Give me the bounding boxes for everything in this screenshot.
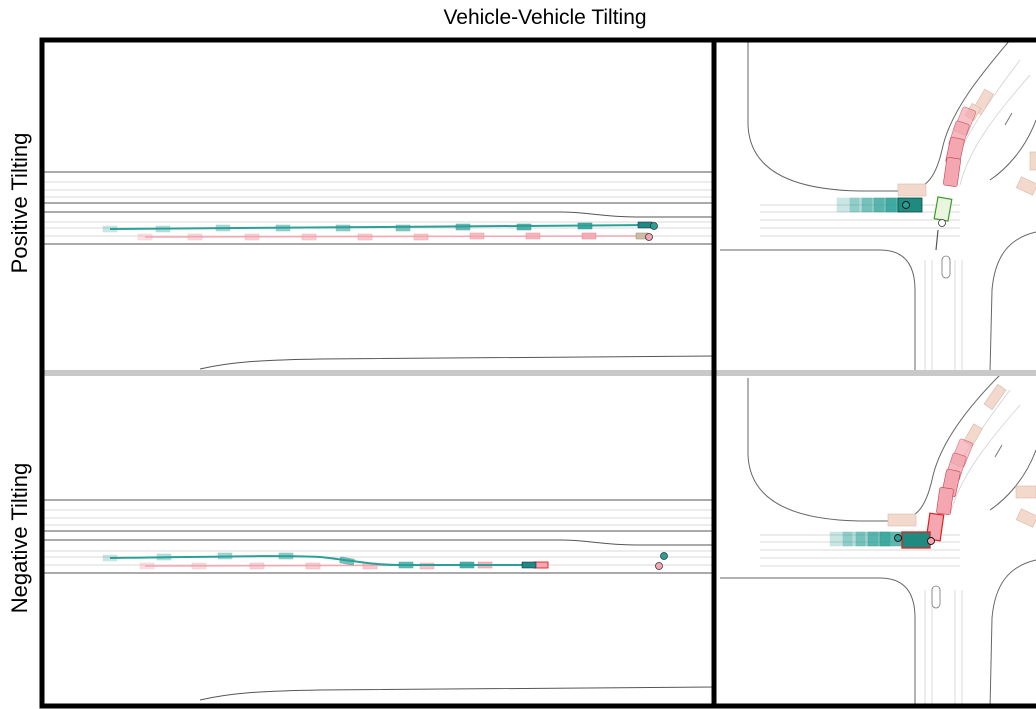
row-separator-right (713, 370, 1036, 376)
ego-vehicle-box (102, 554, 118, 562)
other-vehicle-box (581, 232, 597, 240)
intersection-panels (720, 40, 1036, 706)
other-vehicle-box (137, 233, 153, 241)
ego-vehicle-marker (902, 201, 910, 209)
median-island (931, 585, 941, 609)
median-island (941, 255, 951, 279)
ego-vehicle-box (155, 225, 171, 233)
ego-vehicle-marker (660, 552, 668, 560)
ego-vehicle-box (215, 224, 231, 232)
other-vehicle-box (525, 232, 541, 240)
left-panel-frame (39, 37, 717, 709)
other-vehicle-path-bottom (925, 438, 974, 542)
ego-vehicle-path-top (836, 197, 923, 213)
background-vehicles-bottom (887, 383, 1036, 528)
other-vehicle-box (249, 562, 265, 570)
intersection-lanes-top (760, 59, 1031, 372)
ego-vehicle-box (398, 561, 414, 569)
ego-trajectory-top (102, 221, 658, 233)
ego-vehicle-box (335, 224, 351, 232)
ego-vehicle-box (455, 223, 471, 231)
highway-lanes-top (42, 171, 714, 370)
ego-vehicle-marker (650, 222, 658, 230)
median-island (994, 444, 1003, 458)
ego-vehicle-box (459, 561, 475, 569)
ego-vehicle-box (339, 556, 355, 566)
other-vehicle-box (469, 232, 485, 240)
ego-vehicle-box (156, 553, 172, 561)
ego-vehicle-path-bottom (829, 531, 935, 549)
row-separator-left (42, 370, 714, 376)
ego-vehicle-box (217, 552, 233, 560)
intersection-lanes-bottom (760, 389, 1021, 706)
other-vehicle-box (357, 233, 373, 241)
other-vehicle-box (139, 562, 155, 570)
ego-vehicle-marker (894, 534, 902, 542)
median-island (1004, 112, 1013, 126)
ego-vehicle-box (516, 223, 532, 231)
other-vehicle-marker (655, 562, 663, 570)
other-trajectory-top (137, 232, 653, 241)
other-vehicle-box (305, 562, 321, 570)
right-panel-frame (714, 37, 1036, 709)
ego-vehicle-box (278, 552, 294, 560)
background-vehicles-top (897, 88, 1036, 197)
ego-vehicle-box (577, 222, 593, 230)
highway-lanes-bottom (42, 499, 714, 701)
other-vehicle-marker (645, 233, 653, 241)
other-vehicle-box (413, 233, 429, 241)
other-vehicle-path-top (933, 106, 977, 251)
ego-vehicle-box (395, 224, 411, 232)
other-vehicle-box (187, 233, 203, 241)
other-vehicle-marker (927, 537, 935, 545)
ego-trajectory-bottom (102, 552, 668, 569)
other-vehicle-marker (938, 219, 946, 227)
figure-title: Vehicle-Vehicle Tilting (443, 6, 647, 29)
ego-vehicle-box (102, 225, 118, 233)
highway-panels (42, 171, 714, 701)
ego-vehicle-box (275, 224, 291, 232)
other-vehicle-box (301, 233, 317, 241)
ego-vehicle-box (637, 221, 653, 229)
other-vehicle-box (244, 233, 260, 241)
other-vehicle-box (191, 562, 207, 570)
ego-vehicle-box (521, 561, 537, 569)
